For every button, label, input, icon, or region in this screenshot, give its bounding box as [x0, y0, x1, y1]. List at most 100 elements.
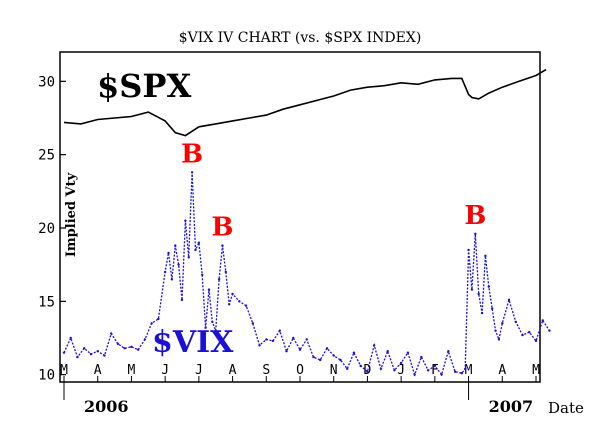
vix-data-point	[150, 322, 153, 325]
x-month-label: F	[431, 363, 439, 378]
vix-data-point	[413, 373, 416, 376]
x-month-label: A	[94, 363, 102, 378]
buy-signal-label: B	[211, 213, 233, 243]
vix-data-point	[197, 241, 201, 244]
vix-data-point	[258, 344, 261, 347]
vix-data-point	[433, 364, 437, 368]
vix-data-point	[103, 354, 106, 357]
vix-data-point	[393, 369, 396, 372]
spx-series-label: $SPX	[97, 67, 191, 105]
buy-signal-label: B	[464, 201, 486, 231]
vix-data-point	[76, 355, 79, 359]
y-tick-label: 20	[38, 221, 55, 237]
vix-data-point	[194, 248, 197, 252]
vix-data-point	[224, 270, 228, 274]
vix-data-point	[507, 298, 511, 302]
vix-data-point	[231, 292, 234, 296]
vix-data-point	[339, 358, 342, 362]
buy-signal-label: B	[181, 139, 203, 169]
vix-data-point	[207, 288, 211, 291]
vix-data-point	[484, 254, 487, 258]
vix-data-point	[110, 332, 113, 335]
vix-data-point	[177, 263, 180, 266]
vix-data-point	[298, 348, 302, 351]
vix-data-point	[470, 288, 474, 291]
vix-data-point	[187, 256, 190, 259]
vix-data-point	[501, 322, 504, 325]
x-month-label: N	[330, 363, 338, 378]
vix-data-point	[460, 372, 464, 375]
vix-data-point	[541, 319, 544, 322]
vix-data-point	[244, 304, 248, 307]
vix-data-point	[474, 232, 477, 236]
vix-data-point	[490, 307, 494, 310]
vix-data-point	[228, 303, 231, 306]
vix-data-point	[521, 333, 524, 337]
vix-data-point	[89, 352, 93, 356]
vix-data-point	[83, 347, 86, 350]
vix-data-point	[514, 320, 517, 324]
vix-data-point	[494, 329, 497, 332]
vix-data-point	[130, 345, 133, 348]
year-label: 2006	[84, 397, 129, 416]
vix-data-point	[292, 336, 295, 340]
x-month-label: O	[296, 363, 304, 378]
vix-data-point	[163, 270, 167, 274]
vix-data-point	[251, 322, 254, 325]
vix-data-point	[201, 273, 204, 277]
vix-data-point	[305, 338, 308, 341]
vix-data-point	[497, 338, 501, 341]
vix-series-label: $VIX	[152, 325, 234, 360]
x-month-label: M	[532, 363, 540, 378]
vix-data-point	[285, 350, 288, 353]
vix-data-point	[352, 351, 356, 354]
vix-data-point	[319, 358, 322, 362]
x-month-label: S	[262, 363, 270, 378]
vix-data-point	[170, 278, 174, 281]
x-month-label: A	[498, 363, 506, 378]
vix-data-point	[528, 330, 531, 334]
vix-data-point	[211, 320, 214, 324]
vix-data-point	[548, 329, 551, 332]
vix-data-point	[399, 361, 403, 365]
vix-data-point	[123, 347, 126, 350]
x-axis-label: Date	[548, 399, 584, 417]
y-axis-label: Implied Vty	[64, 172, 79, 257]
vix-data-point	[440, 373, 443, 376]
x-month-label: A	[229, 363, 237, 378]
vix-data-point	[420, 355, 423, 359]
vix-data-point	[379, 367, 383, 370]
vix-data-point	[116, 342, 120, 346]
vix-data-point	[366, 370, 369, 373]
vix-data-point	[96, 350, 99, 353]
vix-data-point	[265, 338, 268, 341]
vix-data-point	[167, 251, 170, 255]
x-month-label: J	[195, 363, 203, 378]
x-month-label: M	[60, 363, 68, 378]
vix-data-point	[278, 329, 281, 332]
year-label: 2007	[489, 397, 534, 416]
vix-data-point	[312, 355, 315, 359]
vix-data-point	[447, 350, 450, 353]
y-tick-label: 15	[38, 294, 55, 310]
vix-data-point	[477, 292, 480, 296]
vix-data-point	[143, 338, 147, 341]
vix-data-point	[214, 329, 217, 332]
vix-data-point	[217, 278, 221, 281]
vix-data-point	[184, 219, 187, 222]
x-month-label: M	[128, 363, 136, 378]
y-tick-label: 10	[38, 368, 55, 384]
spx-series-line	[63, 68, 547, 137]
vix-data-point	[534, 339, 538, 343]
vix-data-point	[190, 171, 194, 174]
vix-data-point	[453, 370, 457, 373]
vix-data-point	[221, 244, 224, 247]
vix-data-point	[174, 244, 177, 247]
chart-title: $VIX IV CHART (vs. $SPX INDEX)	[179, 30, 422, 46]
vix-data-point	[480, 311, 484, 315]
vix-data-point	[372, 344, 376, 347]
vix-data-point	[426, 369, 430, 372]
vix-data-point	[359, 364, 362, 368]
